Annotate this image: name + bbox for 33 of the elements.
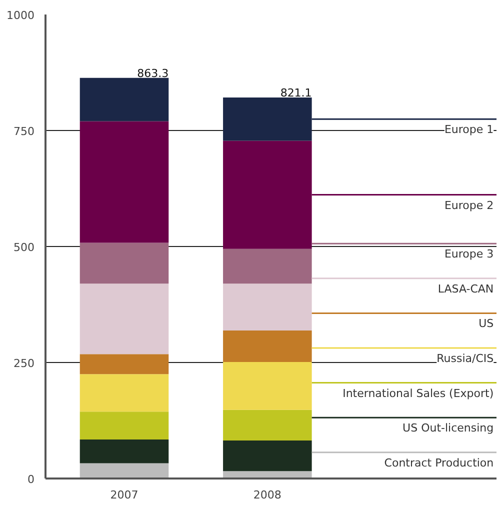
bar (223, 440, 312, 472)
text: Russia/CIS (436, 352, 494, 365)
x-tick-label: 2008 (253, 488, 282, 502)
y-tick-label: 750 (14, 125, 35, 138)
text: LASA-CAN (438, 282, 494, 296)
bar (223, 248, 312, 284)
total-label: 821.1 (280, 86, 312, 100)
bar (80, 242, 169, 284)
bar (80, 463, 169, 478)
bar (80, 374, 169, 412)
text: Europe 2 (444, 198, 494, 212)
bar (80, 284, 169, 354)
x-tick-label: 2007 (110, 488, 138, 502)
text: Europe 3 (444, 248, 494, 261)
bar (223, 362, 312, 410)
text: Europe 1 (444, 123, 494, 136)
text: US (478, 317, 494, 330)
y-tick-label: 250 (14, 357, 35, 370)
bar (80, 412, 169, 440)
bar (223, 330, 312, 362)
text: International Sales (Export) (342, 386, 494, 400)
text: Contract Production (384, 456, 494, 470)
bar (80, 440, 169, 464)
bar (80, 354, 169, 374)
text: US Out-licensing (402, 422, 494, 435)
total-label: 863.3 (137, 66, 169, 80)
bar (80, 78, 169, 122)
bar (223, 284, 312, 330)
y-tick-label: 500 (14, 241, 35, 254)
bar (80, 121, 169, 243)
bar (223, 410, 312, 440)
y-tick-label: 0 (28, 473, 34, 486)
y-tick-label: 1000 (6, 9, 35, 22)
